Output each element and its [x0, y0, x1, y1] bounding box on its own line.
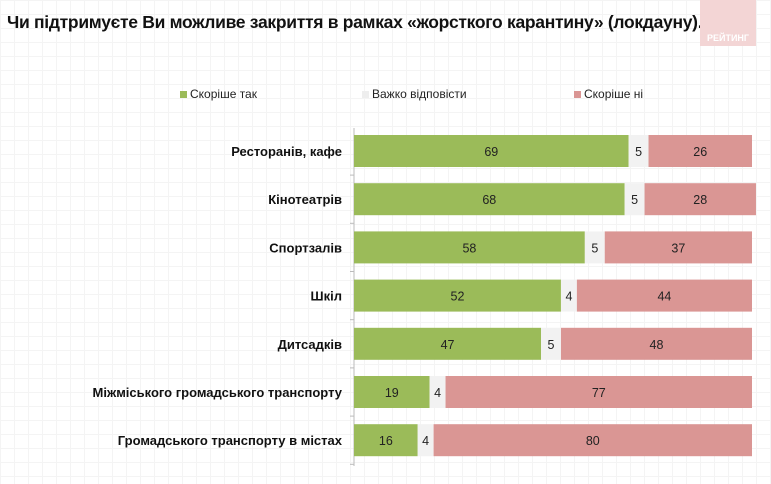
category-label: Міжміського громадського транспорту	[93, 385, 343, 400]
bar-segment	[354, 183, 625, 216]
data-label: 48	[650, 338, 664, 352]
legend-swatch	[180, 90, 187, 98]
bar-segment	[541, 327, 561, 360]
category-label: Шкіл	[311, 289, 342, 304]
data-label: 5	[548, 338, 555, 352]
data-label: 58	[462, 241, 476, 255]
legend-label: Важко відповісти	[372, 87, 467, 101]
data-label: 5	[591, 241, 598, 255]
data-label: 77	[592, 386, 606, 400]
legend-label: Скоріше ні	[584, 87, 643, 101]
data-label: 4	[422, 434, 429, 448]
legend-swatch	[574, 90, 581, 98]
data-label: 16	[379, 434, 393, 448]
category-label: Дитсадків	[278, 337, 342, 352]
logo-text: РЕЙТИНГ	[706, 33, 750, 43]
data-label: 44	[657, 290, 671, 304]
data-label: 80	[586, 434, 600, 448]
legend-label: Скоріше так	[190, 87, 257, 101]
category-label: Громадського транспорту в містах	[118, 433, 343, 448]
legend-item-yes: Скоріше так	[180, 87, 257, 101]
rating-logo: РЕЙТИНГ	[700, 0, 756, 46]
data-label: 37	[671, 241, 685, 255]
bar-segment	[433, 424, 752, 457]
bar-segment	[354, 376, 430, 408]
bar-segment	[354, 327, 542, 360]
data-label: 4	[434, 386, 441, 400]
data-label: 69	[484, 145, 498, 159]
bar-segment	[445, 376, 752, 408]
bar-segment	[604, 231, 752, 264]
data-label: 4	[565, 290, 572, 304]
bar-segment	[354, 135, 629, 167]
chart-title: Чи підтримуєте Ви можливе закриття в рам…	[7, 12, 722, 32]
legend-item-no: Скоріше ні	[574, 87, 643, 101]
legend-item-hard: Важко відповісти	[362, 87, 467, 101]
data-label: 47	[441, 338, 455, 352]
bar-segment	[429, 376, 446, 408]
data-label: 68	[482, 193, 496, 207]
bar-segment	[628, 135, 649, 167]
bar-segment	[354, 424, 418, 457]
category-label: Кінотеатрів	[268, 192, 342, 207]
bar-segment	[644, 183, 756, 216]
bar-segment	[560, 327, 752, 360]
bar-segment	[648, 135, 752, 167]
legend-swatch	[362, 90, 369, 98]
data-label: 5	[635, 145, 642, 159]
bar-segment	[576, 279, 752, 312]
bar-segment	[417, 424, 434, 457]
data-label: 19	[385, 386, 399, 400]
data-label: 52	[451, 290, 465, 304]
data-label: 5	[631, 193, 638, 207]
bar-segment	[354, 279, 561, 312]
data-label: 28	[693, 193, 707, 207]
bar-segment	[584, 231, 605, 264]
bar-segment	[624, 183, 645, 216]
bar-segment	[560, 279, 577, 312]
data-label: 26	[693, 145, 707, 159]
category-label: Спортзалів	[269, 240, 342, 255]
category-label: Ресторанів, кафе	[231, 144, 342, 159]
bar-segment	[354, 231, 585, 264]
